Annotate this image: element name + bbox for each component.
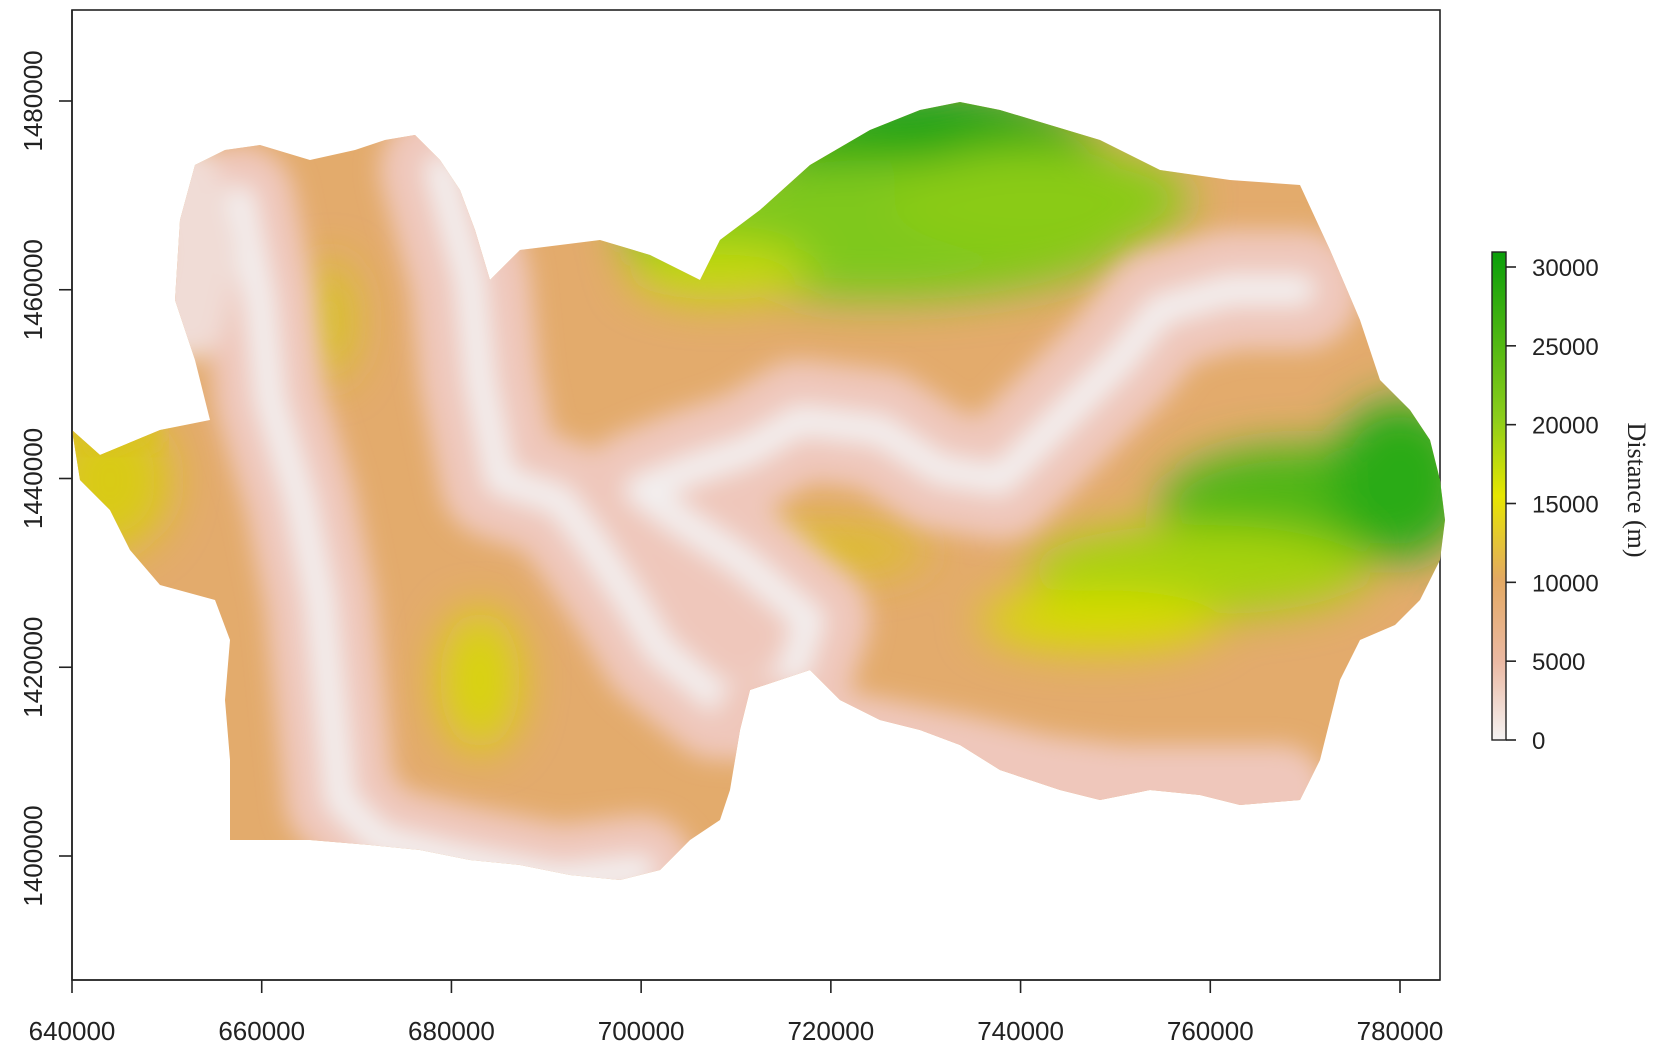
x-axis: 640000 660000 680000 700000 720000 740000 7600…: [29, 979, 1444, 1046]
x-tick-label: 680000: [408, 1016, 495, 1046]
color-legend: 0 5000 10000 15000 20000 25000 30000 Distance …: [1491, 251, 1651, 755]
legend-tick-label: 30000: [1532, 255, 1599, 282]
x-tick-label: 760000: [1167, 1016, 1254, 1046]
legend-tick-label: 5000: [1532, 649, 1585, 676]
y-tick-label: 1400000: [18, 805, 48, 906]
y-tick-label: 1460000: [18, 239, 48, 340]
x-tick-label: 740000: [977, 1016, 1064, 1046]
legend-title: Distance (m): [1622, 422, 1651, 557]
legend-tick-label: 20000: [1532, 413, 1599, 440]
y-tick-label: 1480000: [18, 50, 48, 151]
legend-tick-label: 25000: [1532, 334, 1599, 361]
x-tick-label: 660000: [218, 1016, 305, 1046]
legend-color-bar: [1491, 251, 1507, 741]
y-axis: 1400000 1420000 1440000 1460000 1480000: [18, 10, 73, 980]
legend-tick-label: 15000: [1532, 492, 1599, 519]
x-tick-label: 720000: [787, 1016, 874, 1046]
x-tick-label: 640000: [29, 1016, 116, 1046]
legend-tick-label: 10000: [1532, 570, 1599, 597]
y-tick-label: 1440000: [18, 428, 48, 529]
x-tick-label: 700000: [598, 1016, 685, 1046]
x-tick-label: 780000: [1357, 1016, 1444, 1046]
distance-raster: [72, 102, 1445, 880]
y-tick-label: 1420000: [18, 617, 48, 718]
legend-tick-label: 0: [1532, 728, 1545, 755]
